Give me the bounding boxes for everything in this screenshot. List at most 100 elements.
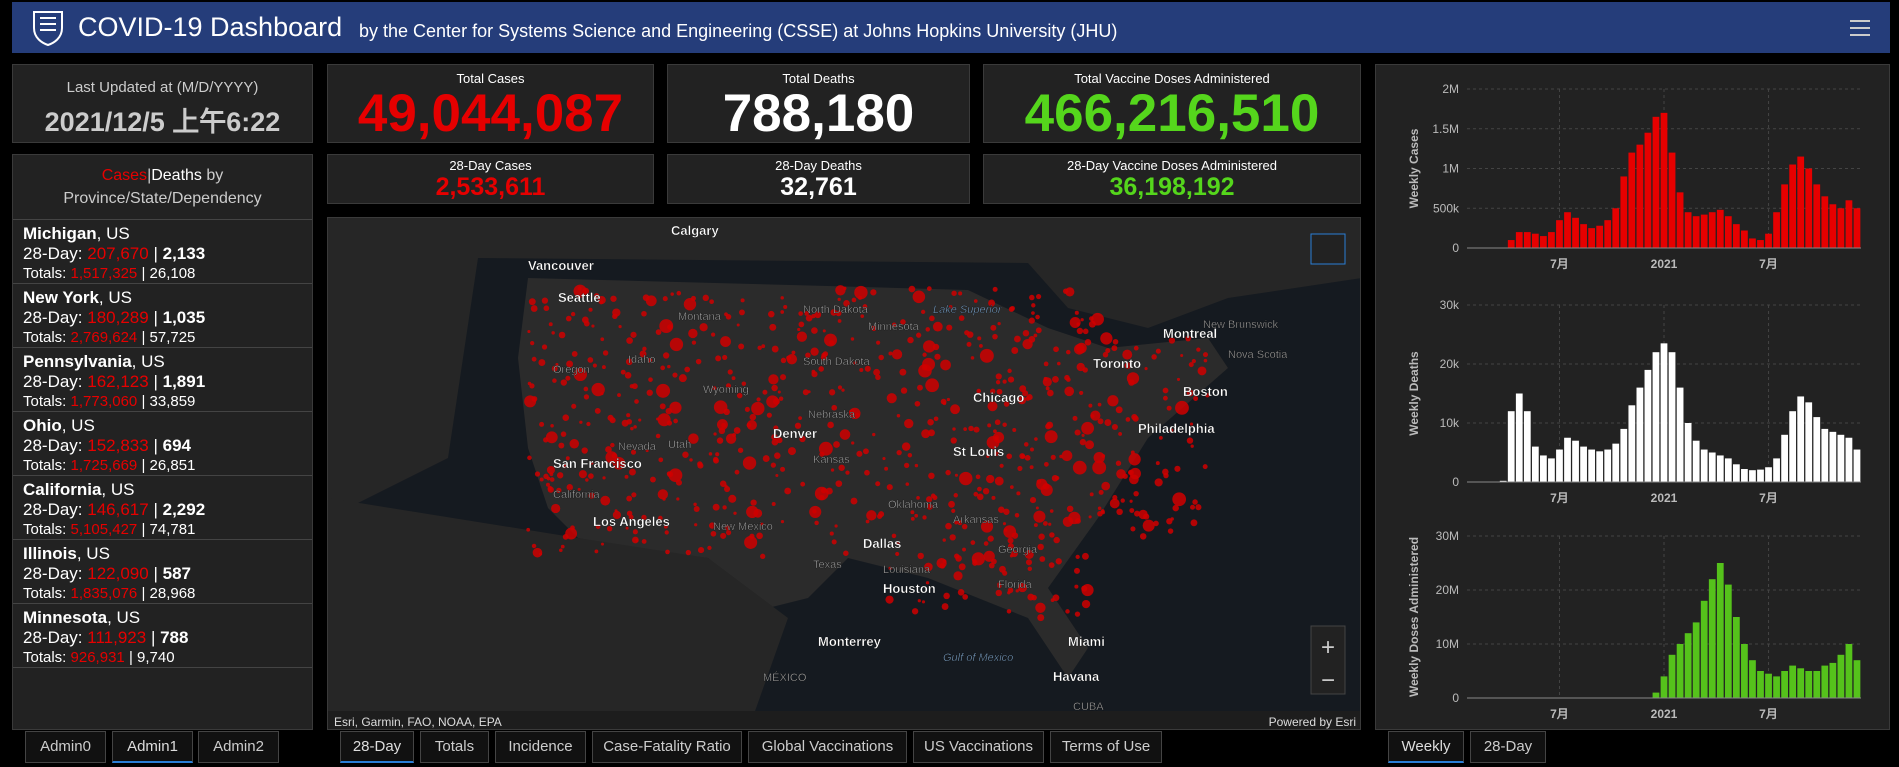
tab[interactable]: Admin1: [112, 731, 193, 763]
day28-label: 28-Day Deaths: [775, 158, 862, 173]
list-item[interactable]: Michigan, US 28-Day: 207,670 | 2,133 Total…: [13, 220, 312, 284]
map-dot: [718, 427, 726, 435]
tab[interactable]: 28-Day: [1470, 731, 1546, 763]
list-item[interactable]: Minnesota, US 28-Day: 111,923 | 788 Totals…: [13, 604, 312, 668]
map-dot: [934, 353, 941, 360]
total-label: Total Deaths: [782, 71, 855, 86]
tab[interactable]: Totals: [420, 731, 489, 763]
map-dot: [1167, 528, 1174, 534]
map-dot: [577, 487, 581, 491]
map-dot: [1090, 414, 1095, 418]
tab[interactable]: US Vaccinations: [913, 731, 1044, 763]
tab[interactable]: Admin2: [198, 731, 279, 763]
bar: [1652, 692, 1660, 698]
map-dot: [646, 389, 653, 396]
tab[interactable]: Incidence: [495, 731, 586, 763]
map-dot: [1007, 368, 1012, 374]
bar: [1676, 387, 1684, 482]
map-label: New Mexico: [713, 521, 773, 533]
map-dot: [1022, 329, 1030, 337]
map-dot: [798, 311, 803, 316]
map-dot: [1186, 437, 1194, 444]
map-dot: [635, 538, 639, 543]
list-item[interactable]: Ohio, US 28-Day: 152,833 | 694 Totals: 1,7…: [13, 412, 312, 476]
map-dot: [708, 452, 713, 456]
total-cases: 1,773,060: [70, 393, 138, 410]
item-totals: Totals: 1,517,325 | 26,108: [23, 264, 302, 284]
map-dot: [588, 473, 594, 479]
map-dot: [707, 545, 712, 550]
map-dot: [1024, 549, 1034, 559]
list-item[interactable]: Illinois, US 28-Day: 122,090 | 587 Totals:…: [13, 540, 312, 604]
map-dot: [733, 427, 741, 434]
map-label: New Brunswick: [1203, 319, 1279, 331]
menu-icon[interactable]: [1848, 18, 1872, 38]
tab[interactable]: Case-Fatality Ratio: [592, 731, 742, 763]
map-dot: [684, 366, 691, 373]
map-dot: [922, 352, 927, 357]
map-dot: [940, 398, 947, 405]
day28-cases: 122,090: [87, 564, 149, 583]
item-country: , US: [96, 224, 130, 243]
map-dot: [550, 424, 554, 428]
map-dot: [1197, 366, 1207, 376]
map-dot: [634, 399, 639, 404]
bar: [1853, 449, 1861, 482]
map-dot: [990, 388, 996, 394]
map-dot: [943, 592, 950, 600]
map-dot: [633, 425, 637, 429]
bar: [1652, 352, 1660, 482]
map-dot: [1003, 528, 1008, 532]
map-dot: [800, 481, 806, 487]
bar: [1741, 469, 1748, 482]
map-dot: [1174, 465, 1181, 472]
list-item[interactable]: New York, US 28-Day: 180,289 | 1,035 Total…: [13, 284, 312, 348]
map-dot: [850, 497, 858, 505]
bar: [1749, 470, 1756, 482]
map-dot: [900, 387, 908, 394]
map-dot: [1115, 460, 1122, 466]
map-dot: [656, 417, 660, 421]
map-dot: [641, 310, 647, 317]
separator: |: [153, 308, 158, 327]
bar: [1572, 217, 1579, 248]
map-dot: [1030, 447, 1034, 452]
map-dot: [888, 566, 892, 571]
tab[interactable]: Weekly: [1388, 731, 1464, 763]
map-dot: [1166, 518, 1173, 525]
map-label: Minnesota: [868, 321, 920, 333]
map-dot: [1008, 543, 1014, 549]
map-dot: [825, 487, 833, 495]
map-dot: [994, 451, 999, 457]
list-item[interactable]: California, US 28-Day: 146,617 | 2,292 Tot…: [13, 476, 312, 540]
bar: [1540, 236, 1547, 248]
map-dot: [528, 298, 536, 306]
list-item[interactable]: Pennsylvania, US 28-Day: 162,123 | 1,891 T…: [13, 348, 312, 412]
map-dot: [895, 541, 900, 546]
map-dot: [688, 328, 698, 339]
bar: [1668, 152, 1676, 248]
map-dot: [878, 511, 885, 518]
map-dot: [1062, 288, 1069, 294]
bar: [1797, 156, 1805, 248]
map-dot: [876, 340, 881, 345]
map-dot: [710, 530, 717, 537]
map-dot: [601, 365, 606, 370]
map-dot: [1057, 361, 1061, 366]
map-dot: [860, 314, 865, 318]
list: Michigan, US 28-Day: 207,670 | 2,133 Total…: [13, 220, 312, 668]
map-dot: [921, 429, 931, 439]
map-dot: [983, 550, 995, 562]
tab[interactable]: Admin0: [25, 731, 106, 763]
map-dot: [612, 308, 621, 317]
map-dot: [1028, 317, 1035, 324]
map-dot: [678, 374, 687, 383]
tab[interactable]: 28-Day: [340, 731, 414, 763]
item-name-row: Michigan, US: [23, 224, 302, 244]
tab[interactable]: Terms of Use: [1050, 731, 1162, 763]
map-dot: [669, 337, 684, 352]
map-dot: [805, 314, 813, 322]
tab[interactable]: Global Vaccinations: [748, 731, 907, 763]
map-dot: [952, 427, 956, 431]
map-dot: [713, 432, 717, 436]
